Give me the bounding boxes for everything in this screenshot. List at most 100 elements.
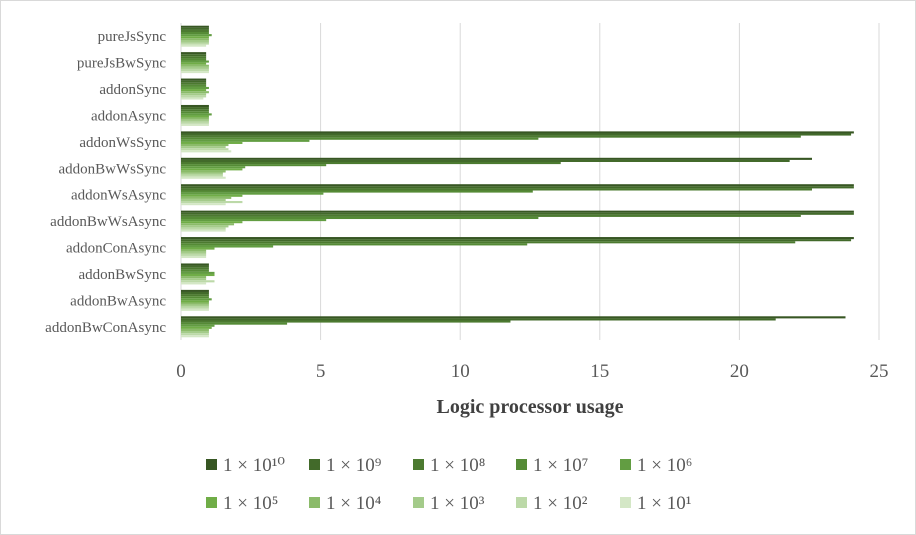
category-label: addonSync — [99, 82, 166, 98]
bar — [181, 71, 209, 74]
x-axis-title: Logic processor usage — [436, 396, 623, 418]
category-label: addonBwWsAsync — [50, 214, 166, 230]
bar — [181, 192, 324, 195]
bar — [181, 316, 846, 319]
category-label: addonAsync — [91, 108, 166, 124]
bar — [181, 227, 226, 230]
bar — [181, 294, 209, 297]
bar — [181, 320, 511, 323]
legend-label: 1 × 10¹ — [637, 493, 692, 514]
legend-label: 1 × 10⁹ — [326, 455, 382, 476]
bar — [181, 269, 209, 272]
bars — [181, 25, 854, 338]
bar — [181, 64, 209, 67]
bar — [181, 161, 561, 165]
category-label: addonBwAsync — [70, 293, 166, 309]
bar — [181, 190, 533, 193]
bar — [181, 239, 852, 242]
x-tick-label: 20 — [730, 361, 749, 382]
bar — [181, 241, 796, 244]
bar — [181, 107, 209, 110]
bar — [181, 186, 854, 189]
bar — [181, 221, 243, 224]
bar — [181, 32, 209, 35]
legend-label: 1 × 10¹⁰ — [223, 455, 285, 476]
bar — [181, 159, 790, 162]
bar — [181, 210, 854, 213]
bar — [181, 328, 209, 331]
bar — [181, 157, 812, 160]
bar — [181, 276, 207, 279]
bar — [181, 150, 232, 153]
legend-swatch — [620, 497, 631, 508]
bar — [181, 308, 209, 311]
legend: 1 × 10¹⁰ 1 × 10⁹ 1 × 10⁸ 1 × 10⁷ 1 × 10⁶ 1 × … — [206, 455, 692, 514]
bar — [181, 82, 207, 85]
bar — [181, 184, 854, 187]
bar — [181, 223, 235, 226]
bar — [181, 80, 207, 83]
bar — [181, 44, 207, 47]
bar — [181, 203, 226, 206]
bar — [181, 255, 207, 259]
bar — [181, 174, 223, 177]
bar — [181, 216, 539, 220]
bar — [181, 143, 229, 147]
category-labels: pureJsSync pureJsBwSync addonSync addonAsyn… — [45, 29, 166, 336]
bar — [181, 289, 209, 292]
legend-swatch — [413, 497, 424, 508]
bar — [181, 237, 854, 240]
legend-swatch — [309, 497, 320, 508]
legend-swatch — [413, 459, 424, 470]
bar — [181, 196, 232, 199]
bar — [181, 121, 209, 124]
bar — [181, 104, 209, 108]
bar — [181, 97, 204, 100]
bar — [181, 324, 215, 327]
legend-label: 1 × 10³ — [430, 493, 485, 514]
x-tick-label: 0 — [176, 361, 186, 382]
bar — [181, 176, 226, 179]
bar — [181, 148, 229, 151]
bar — [181, 146, 226, 149]
x-tick-label: 10 — [451, 361, 470, 382]
category-label: pureJsSync — [98, 29, 167, 45]
bar — [181, 141, 243, 144]
bar — [181, 318, 776, 321]
gridlines — [180, 23, 880, 340]
bar — [181, 298, 212, 301]
category-label: addonConAsync — [66, 241, 166, 257]
bar — [181, 273, 215, 277]
bar — [181, 300, 209, 303]
category-label: addonBwWsSync — [59, 161, 167, 177]
legend-swatch — [516, 497, 527, 508]
legend-swatch — [620, 459, 631, 470]
legend-label: 1 × 10² — [533, 493, 588, 514]
bar — [181, 335, 209, 338]
bar — [181, 68, 209, 72]
bar — [181, 38, 209, 41]
bar — [181, 25, 209, 28]
bar — [181, 243, 528, 246]
bar — [181, 282, 207, 285]
bar — [181, 29, 209, 33]
bar — [181, 253, 207, 256]
bar — [181, 40, 209, 43]
bar — [181, 52, 207, 55]
bar — [181, 296, 209, 299]
bar — [181, 111, 209, 114]
bar — [181, 302, 209, 305]
bar — [181, 36, 209, 39]
bar — [181, 172, 223, 175]
legend-swatch — [206, 459, 217, 470]
bar — [181, 115, 209, 118]
bar — [181, 113, 212, 116]
bar — [181, 84, 207, 87]
bar — [181, 247, 215, 250]
bar — [181, 219, 327, 222]
legend-label: 1 × 10⁷ — [533, 455, 588, 476]
bar — [181, 198, 226, 202]
bar — [181, 214, 801, 217]
bar — [181, 245, 274, 248]
